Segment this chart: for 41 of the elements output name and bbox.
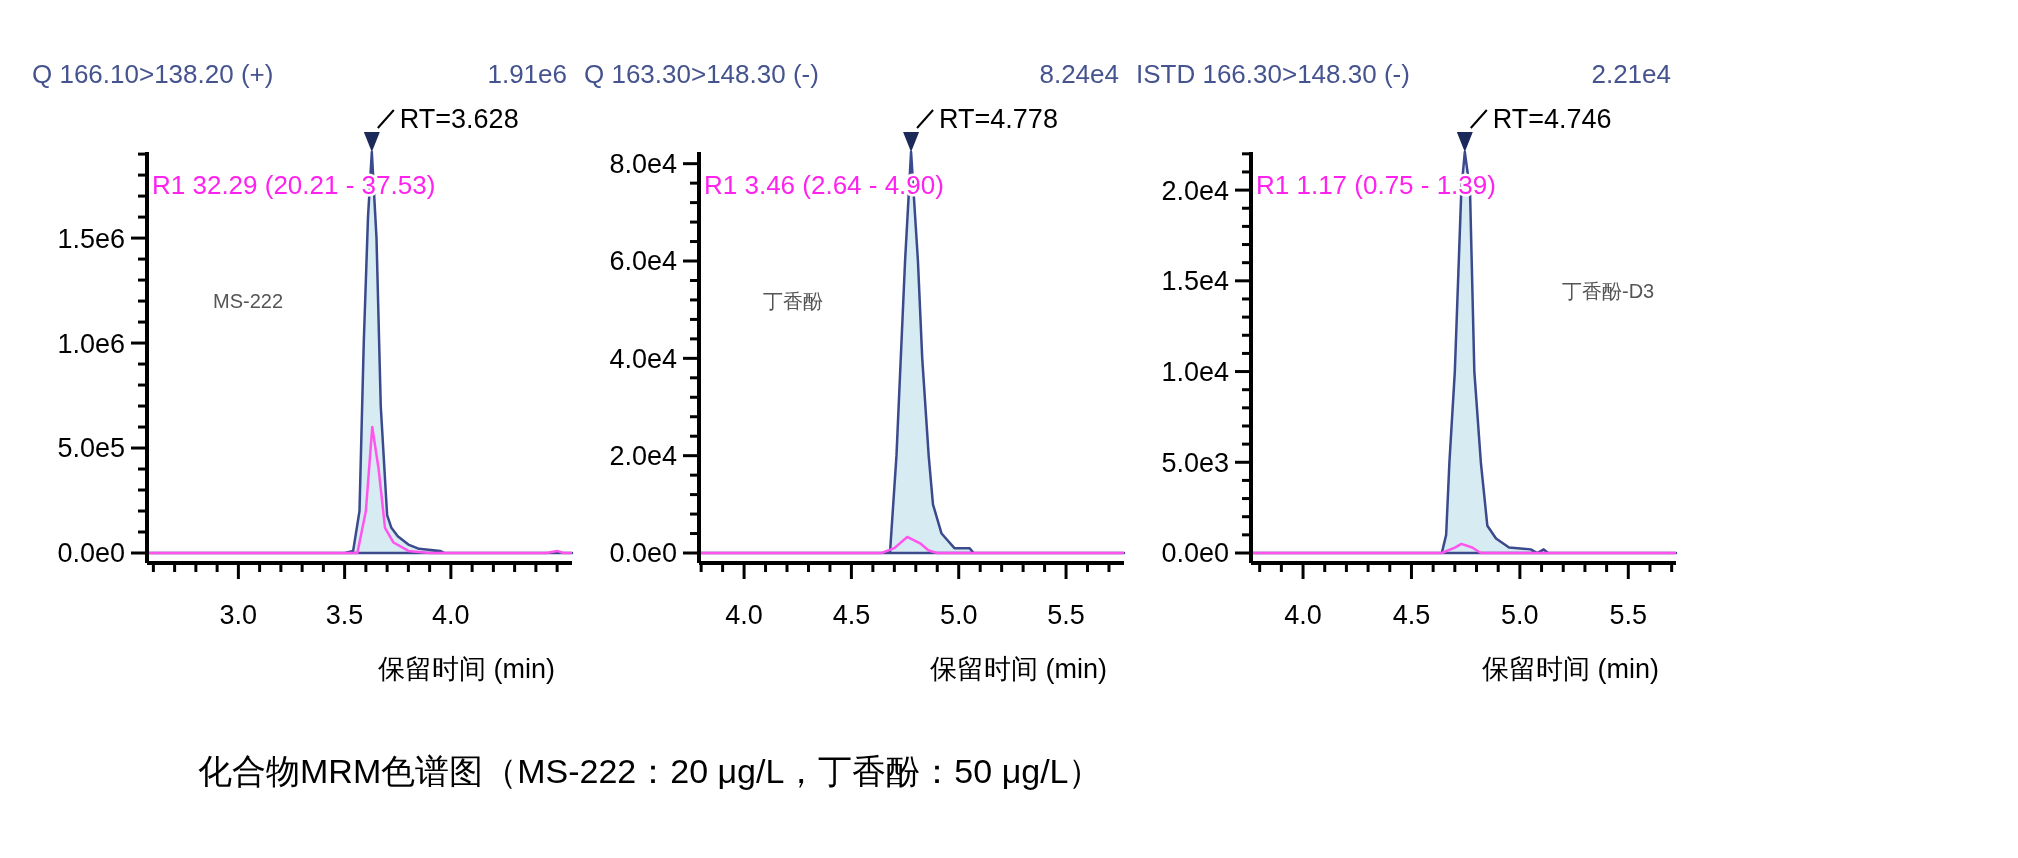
y-tick-label: 1.0e4 — [1161, 357, 1229, 387]
chart-title: Q 166.10>138.20 (+) — [32, 59, 274, 89]
x-tick-label: 4.0 — [1284, 600, 1322, 630]
y-tick-label: 0.0e0 — [57, 538, 125, 569]
annotation: RT=4.746 — [1492, 104, 1612, 134]
chart-subtitle: 1.91e6 — [487, 59, 567, 89]
y-tick-label: 4.0e4 — [609, 343, 677, 374]
y-tick-label: 0.0e0 — [1161, 538, 1229, 569]
chart-title: Q 163.30>148.30 (-) — [584, 59, 819, 89]
y-tick-label: 1.5e4 — [1161, 266, 1229, 297]
annotation: 丁香酚-D3 — [1562, 280, 1655, 302]
text: 化合物MRM色谱图（MS-222：20 μg/L，丁香酚：50 μg/L） — [198, 752, 1103, 790]
y-tick-label: 5.0e3 — [1161, 447, 1229, 478]
y-tick-label: 1.0e6 — [57, 328, 125, 359]
y-tick-label: 2.0e4 — [1161, 175, 1229, 206]
annotation: RT=4.778 — [939, 104, 1058, 134]
x-tick-label: 4.0 — [725, 600, 763, 630]
chart-title: ISTD 166.30>148.30 (-) — [1136, 59, 1410, 89]
y-tick-label: 5.0e5 — [57, 433, 125, 464]
x-tick-label: 5.0 — [1501, 600, 1539, 630]
x-axis-title: 保留时间 (min) — [1482, 654, 1659, 684]
y-tick-label: 8.0e4 — [609, 149, 677, 180]
x-tick-label: 4.5 — [832, 600, 871, 630]
chart-subtitle: 8.24e4 — [1039, 59, 1119, 89]
x-tick-label: 4.0 — [432, 600, 470, 630]
x-tick-label: 4.5 — [1392, 600, 1431, 630]
x-tick-label: 5.0 — [939, 600, 978, 630]
y-tick-label: 2.0e4 — [609, 441, 677, 472]
x-axis-title: 保留时间 (min) — [378, 654, 555, 684]
y-tick-label: 1.5e6 — [57, 223, 125, 254]
y-tick-label: 0.0e0 — [609, 538, 677, 569]
annotation: MS-222 — [213, 290, 284, 312]
x-tick-label: 5.5 — [1609, 600, 1648, 630]
x-tick-label: 3.0 — [219, 600, 258, 630]
annotation: 丁香酚 — [763, 290, 823, 312]
chart-subtitle: 2.21e4 — [1591, 59, 1671, 89]
y-tick-label: 6.0e4 — [609, 246, 677, 277]
annotation: RT=3.628 — [399, 104, 519, 134]
x-tick-label: 3.5 — [325, 600, 364, 630]
x-axis-title: 保留时间 (min) — [930, 654, 1107, 684]
x-tick-label: 5.5 — [1047, 600, 1085, 630]
